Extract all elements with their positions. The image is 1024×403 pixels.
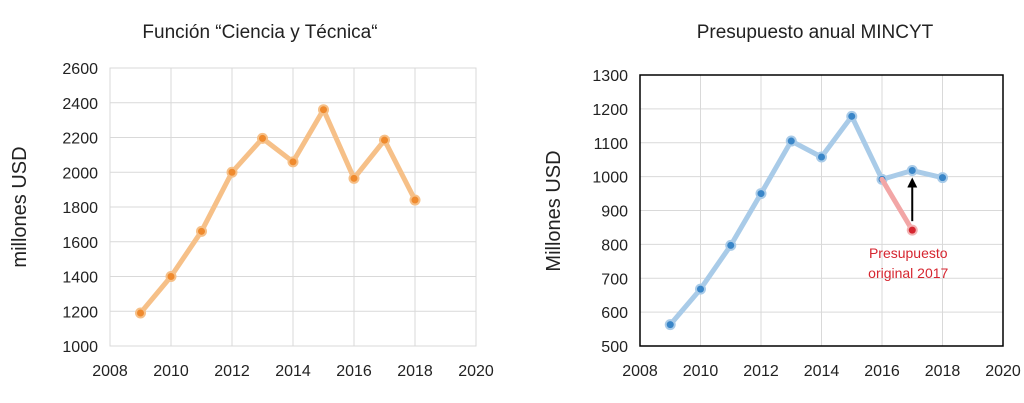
- right-y-tick-label: 1000: [592, 170, 628, 187]
- left-plot-area: 1000 1200 1400 1600 1800 2000 2200 2400 2600 2008…: [62, 61, 493, 380]
- right-y-tick-label: 700: [601, 271, 628, 288]
- original-budget-link: [879, 176, 915, 233]
- left-y-tick-label: 1400: [62, 270, 98, 287]
- left-data-point: [198, 227, 205, 235]
- left-y-tick-label: 2400: [62, 96, 98, 113]
- left-x-tick-label: 2016: [336, 363, 372, 380]
- right-x-tick-label: 2010: [683, 363, 719, 380]
- left-x-tick-label: 2014: [275, 363, 311, 380]
- right-x-tick-label: 2014: [804, 363, 840, 380]
- left-data-point: [167, 273, 175, 280]
- left-x-tick-label: 2020: [458, 363, 494, 380]
- left-data-point: [228, 168, 236, 176]
- left-data-point: [289, 158, 297, 166]
- left-data-point: [320, 106, 327, 114]
- right-x-tick-label: 2020: [985, 363, 1021, 380]
- left-y-tick-label: 2000: [62, 165, 98, 182]
- left-plot-frame: [109, 67, 477, 347]
- left-chart-title: Función “Ciencia y Técnica“: [142, 22, 377, 43]
- right-data-point: [908, 167, 916, 175]
- right-x-tick-label: 2018: [925, 363, 961, 380]
- right-y-tick-label: 500: [601, 339, 628, 356]
- left-chart-ylabel: millones USD: [9, 146, 31, 267]
- right-y-tick-label: 1200: [592, 102, 628, 119]
- left-y-tick-label: 1800: [62, 200, 98, 217]
- left-y-tick-label: 2200: [62, 131, 98, 148]
- left-x-tick-label: 2012: [214, 363, 250, 380]
- original-budget-point: [908, 226, 916, 234]
- left-series-line: [138, 107, 418, 316]
- right-plot-frame: [639, 74, 1004, 347]
- right-chart-ylabel: Millones USD: [543, 150, 565, 271]
- right-series-line: [667, 113, 945, 328]
- right-y-tick-label: 800: [601, 237, 628, 254]
- right-x-tick-label: 2008: [622, 363, 658, 380]
- right-data-point: [818, 153, 825, 161]
- right-x-tick-label: 2016: [864, 363, 900, 380]
- right-data-point: [697, 285, 704, 293]
- right-data-point: [787, 137, 795, 145]
- left-data-point: [350, 174, 358, 182]
- right-chart-title: Presupuesto anual MINCYT: [697, 22, 934, 43]
- right-data-point: [757, 190, 765, 198]
- left-data-point: [411, 196, 419, 204]
- left-x-tick-label: 2008: [92, 363, 128, 380]
- left-y-tick-label: 1200: [62, 304, 98, 321]
- original-budget-annotation: Presupuesto: [869, 245, 948, 261]
- left-data-point: [381, 136, 388, 144]
- original-budget-annotation: original 2017: [868, 265, 948, 281]
- right-data-point: [939, 174, 946, 182]
- right-y-tick-label: 1100: [594, 136, 629, 153]
- left-x-tick-label: 2018: [397, 363, 433, 380]
- left-x-tick-label: 2010: [153, 363, 189, 380]
- right-y-tick-label: 900: [601, 204, 628, 221]
- left-data-point: [137, 309, 144, 317]
- left-y-tick-label: 2600: [62, 61, 98, 78]
- right-data-point: [666, 321, 674, 329]
- right-plot-area: 500 600 700 800 900 1000 1100 1200 1300 2008 2010 2…: [592, 68, 1020, 380]
- right-data-point: [848, 112, 856, 120]
- left-y-tick-label: 1000: [62, 339, 98, 356]
- right-x-tick-label: 2012: [743, 363, 779, 380]
- left-data-point: [259, 134, 266, 142]
- right-data-point: [727, 241, 735, 249]
- right-y-tick-label: 1300: [592, 68, 628, 85]
- left-y-tick-label: 1600: [62, 235, 98, 252]
- right-y-tick-label: 600: [601, 305, 628, 322]
